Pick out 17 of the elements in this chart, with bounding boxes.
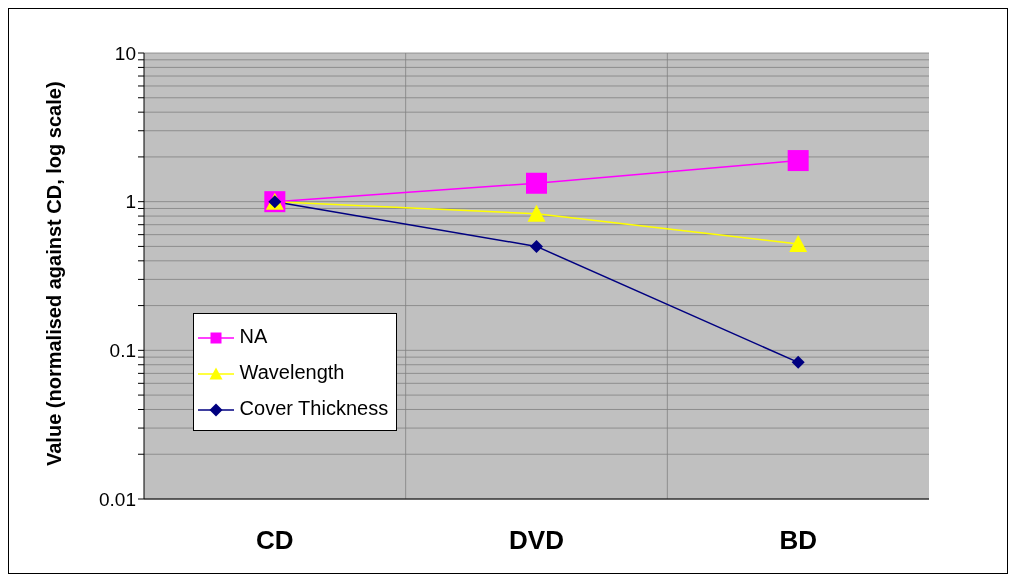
point [527, 204, 546, 222]
x-tick-label: DVD [509, 525, 564, 556]
y-axis-title: Value (normalised against CD, log scale) [43, 81, 66, 466]
y-tick-label: 10 [114, 42, 136, 64]
point [530, 239, 543, 253]
y-tick-label: 0.01 [99, 488, 136, 510]
point [791, 355, 805, 369]
y-tick-label: 0.1 [109, 340, 136, 362]
legend-label: Wavelength [238, 360, 346, 385]
y-tick-label: 1 [125, 191, 136, 213]
x-tick-label: BD [779, 525, 817, 556]
point [787, 150, 809, 172]
point [526, 172, 547, 194]
point [789, 234, 808, 252]
x-tick-label: CD [256, 525, 294, 556]
legend-label: Cover Thickness [238, 396, 389, 421]
legend-label: NA [238, 324, 269, 349]
